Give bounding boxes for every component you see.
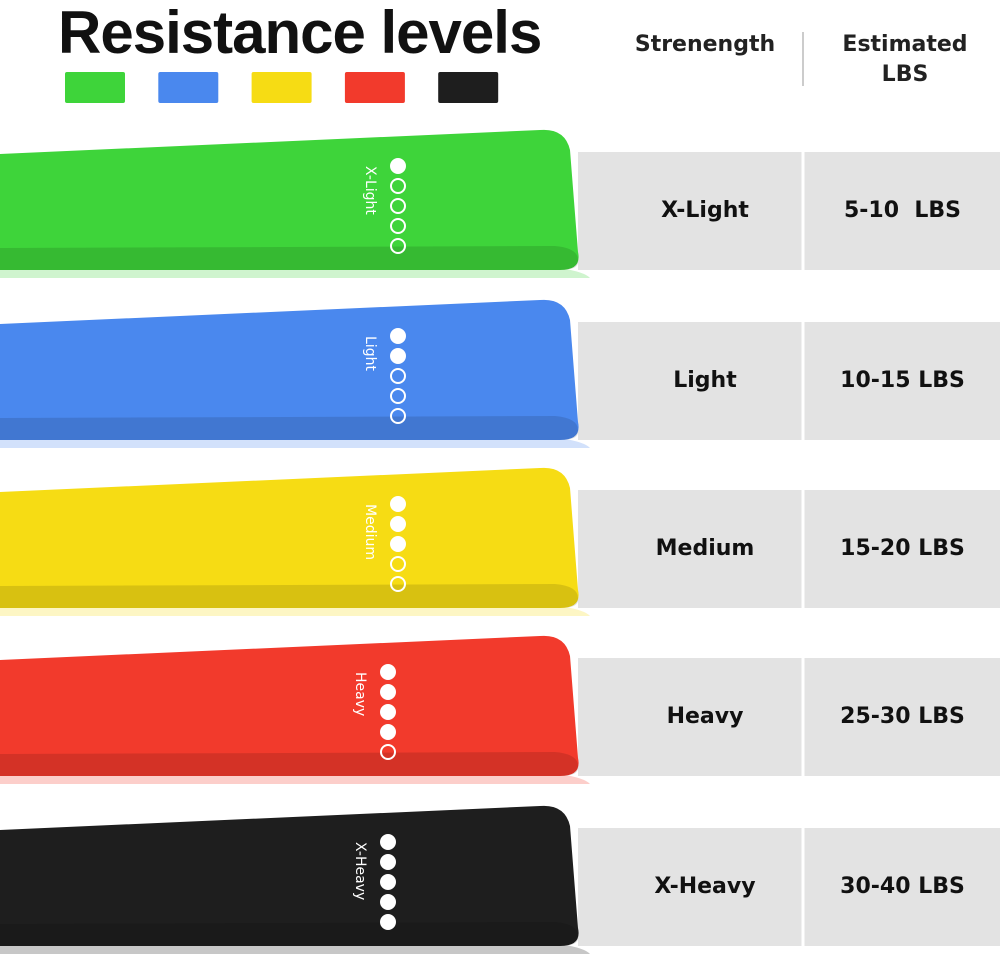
band-label: Heavy <box>352 672 368 716</box>
strength: Medium <box>655 536 755 561</box>
dot-empty <box>390 238 406 254</box>
row-background <box>578 322 1000 440</box>
dot-empty <box>380 744 396 760</box>
band-label: Medium <box>362 504 378 560</box>
dot-empty <box>390 408 406 424</box>
dot-filled <box>390 158 406 174</box>
band-lip <box>0 246 579 270</box>
dot-filled <box>390 328 406 344</box>
band <box>0 635 579 776</box>
title: Resistance levels <box>58 0 542 66</box>
dot-filled <box>380 874 396 890</box>
estimated-lbs: 15-20 LBS <box>840 536 965 561</box>
swatch <box>344 72 405 103</box>
dot-filled <box>380 724 396 740</box>
dot-empty <box>390 178 406 194</box>
band-label-group: Light <box>362 336 378 371</box>
row-background <box>578 152 1000 270</box>
band-label: Light <box>362 336 378 371</box>
dot-empty <box>390 388 406 404</box>
row-background <box>578 658 1000 776</box>
band-label-group: Medium <box>362 504 378 560</box>
band-label-group: Heavy <box>352 672 368 716</box>
band <box>0 805 579 946</box>
band <box>0 299 579 440</box>
band-lip <box>0 584 579 608</box>
estimated-lbs: 25-30 LBS <box>840 704 965 729</box>
swatch <box>251 72 312 103</box>
band-lip <box>0 416 579 440</box>
row-background <box>578 828 1000 946</box>
dot-empty <box>390 576 406 592</box>
estimated-lbs: 30-40 LBS <box>840 874 965 899</box>
dot-empty <box>390 218 406 234</box>
band-label: X-Heavy <box>352 842 368 900</box>
dot-filled <box>380 914 396 930</box>
dot-filled <box>380 894 396 910</box>
band <box>0 129 579 270</box>
band-label: X-Light <box>362 166 378 215</box>
row-background <box>578 490 1000 608</box>
strength: X-Heavy <box>654 874 756 899</box>
estimated-lbs: 10-15 LBS <box>840 368 965 393</box>
strength: X-Light <box>661 198 749 223</box>
dot-filled <box>390 348 406 364</box>
dot-filled <box>380 664 396 680</box>
band-label-group: X-Light <box>362 166 378 215</box>
band <box>0 467 579 608</box>
dot-empty <box>390 368 406 384</box>
dot-filled <box>390 536 406 552</box>
band-lip <box>0 752 579 776</box>
swatch <box>438 72 499 103</box>
swatch <box>158 72 219 103</box>
dot-empty <box>390 198 406 214</box>
dot-filled <box>380 834 396 850</box>
estimated-header: Estimated LBS <box>842 32 968 87</box>
dot-empty <box>390 556 406 572</box>
strength-header: Strenength <box>634 32 776 57</box>
dot-filled <box>380 684 396 700</box>
band-label-group: X-Heavy <box>352 842 368 900</box>
estimated-lbs: 5-10 LBS <box>843 198 961 223</box>
strength: Heavy <box>666 704 744 729</box>
dot-filled <box>380 854 396 870</box>
dot-filled <box>380 704 396 720</box>
band-lip <box>0 922 579 946</box>
strength: Light <box>673 368 737 393</box>
swatch <box>65 72 125 103</box>
dot-filled <box>390 496 406 512</box>
dot-filled <box>390 516 406 532</box>
